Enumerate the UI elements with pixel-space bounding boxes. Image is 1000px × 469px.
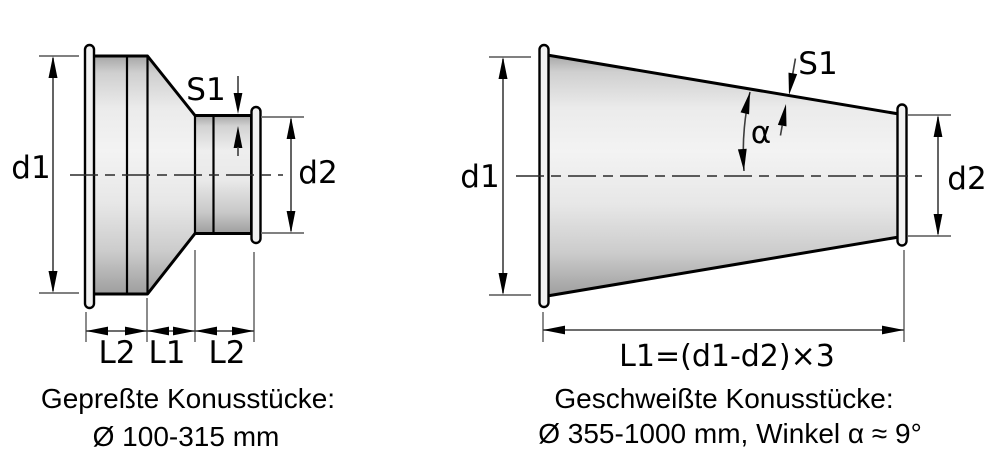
dimension-d1-right: d1 (460, 56, 531, 296)
label-d2: d2 (947, 161, 986, 197)
arrowhead-down (48, 271, 58, 293)
arrowhead-up (48, 56, 58, 78)
label-d2: d2 (298, 155, 337, 191)
caption-right: Geschweißte Konusstücke: Ø 355-1000 mm, … (538, 383, 922, 449)
arrowhead-down (788, 72, 798, 95)
caption-right-line2: Ø 355-1000 mm, Winkel α ≈ 9° (538, 418, 922, 449)
caption-left-line2: Ø 100-315 mm (93, 421, 280, 452)
left-bead-rim (83, 43, 96, 310)
arrowhead-down (933, 214, 943, 236)
caption-left-line1: Gepreßte Konusstücke: (41, 383, 335, 414)
arrowhead-down (286, 211, 296, 233)
label-s1: S1 (186, 72, 225, 108)
dimension-d2-left: d2 (261, 116, 338, 234)
leader-line (779, 125, 783, 136)
arrowhead-left (543, 325, 565, 335)
label-d1: d1 (460, 159, 499, 195)
arrowhead-right (125, 326, 147, 336)
label-l1-formula: L1=(d1-d2)×3 (619, 339, 835, 374)
dimension-d1-left: d1 (11, 55, 79, 294)
pressed-cone-figure: d1 d2 S1 (11, 43, 338, 452)
label-d1: d1 (11, 150, 50, 186)
arrowhead-left (195, 326, 217, 336)
arrowhead-left (86, 326, 108, 336)
arrowhead-up (933, 115, 943, 137)
arrowhead-up (286, 117, 296, 139)
label-s1: S1 (798, 46, 837, 82)
label-alpha: α (751, 115, 771, 151)
label-l2-left: L2 (99, 335, 136, 371)
arrowhead-down (233, 93, 243, 114)
label-l2-right: L2 (209, 335, 246, 371)
arrowhead-right (173, 326, 195, 336)
cone-shell (147, 56, 195, 294)
welded-cone-figure: d1 d2 S1 α (460, 43, 987, 449)
cone-shell (547, 55, 899, 296)
caption-right-line1: Geschweißte Konusstücke: (554, 383, 893, 414)
arrowhead-up (233, 126, 243, 148)
dimension-alpha: α (737, 91, 771, 172)
right-bead-rim (896, 103, 908, 247)
arrowhead-right (882, 325, 904, 335)
dimension-l1-right: L1=(d1-d2)×3 (542, 250, 905, 374)
label-l1: L1 (149, 335, 186, 371)
pressed-cone-body (83, 43, 262, 310)
leader-line (791, 58, 797, 75)
dimension-lengths-left: L2 L1 L2 (85, 250, 255, 371)
dimension-d2-right: d2 (908, 114, 987, 237)
arrowhead-up (740, 92, 750, 115)
caption-left: Gepreßte Konusstücke: Ø 100-315 mm (41, 383, 335, 452)
s1-upper-arrow (788, 58, 798, 95)
arrowhead-down (498, 273, 508, 295)
s1-lower-arrow (777, 104, 787, 136)
arrowhead-right (232, 326, 254, 336)
dimension-s1-left: S1 (186, 72, 243, 156)
arrowhead-up (777, 104, 787, 127)
arrowhead-down (737, 148, 747, 171)
arrowhead-left (147, 326, 169, 336)
dimension-s1-right: S1 (777, 46, 838, 136)
welded-cone-body (538, 43, 908, 309)
arrowhead-up (498, 57, 508, 79)
